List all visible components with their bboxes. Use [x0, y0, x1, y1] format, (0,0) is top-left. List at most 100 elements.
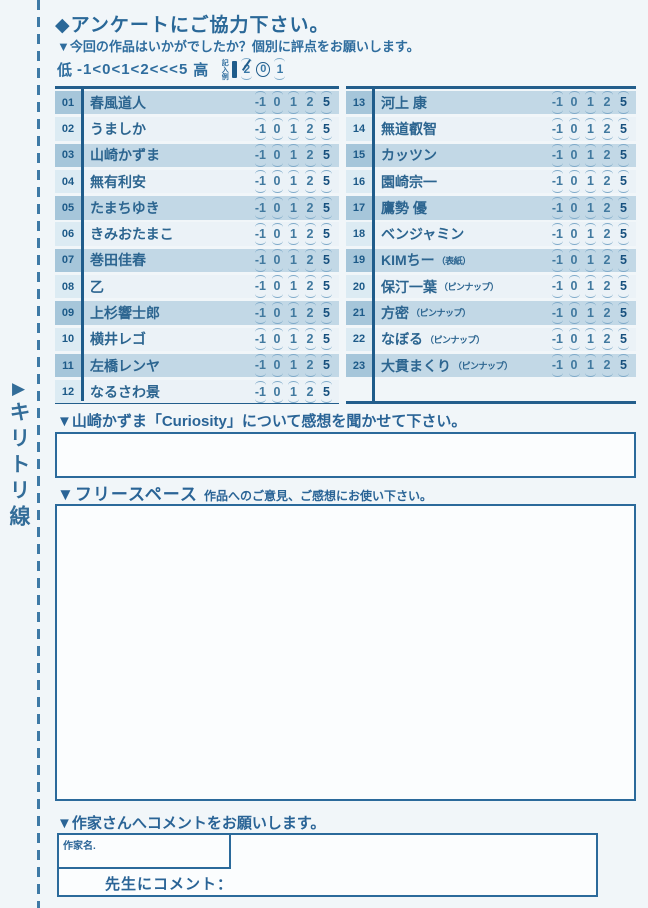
- free-space-box[interactable]: [55, 504, 636, 801]
- rating-option-2[interactable]: 2: [304, 170, 316, 193]
- rating-option-1[interactable]: 1: [585, 327, 596, 351]
- rating-option-1[interactable]: 1: [288, 91, 299, 114]
- rating-option-2[interactable]: 2: [601, 354, 613, 377]
- rating-option-1[interactable]: 1: [288, 222, 299, 246]
- rating-option--1[interactable]: -1: [552, 144, 563, 167]
- rating-option--1[interactable]: -1: [552, 275, 563, 298]
- rating-option--1[interactable]: -1: [255, 301, 266, 325]
- rating-option--1[interactable]: -1: [552, 222, 563, 246]
- rating-option-0[interactable]: 0: [271, 170, 283, 193]
- teacher-comment-field[interactable]: 先生にコメント：: [59, 872, 596, 896]
- rating-option-0[interactable]: 0: [271, 91, 283, 114]
- rating-option--1[interactable]: -1: [552, 117, 563, 141]
- curiosity-feedback-box[interactable]: [55, 432, 636, 478]
- rating-option--1[interactable]: -1: [255, 275, 266, 298]
- rating-option--1[interactable]: -1: [255, 249, 266, 272]
- rating-option-5[interactable]: 5: [321, 249, 332, 272]
- rating-option-0[interactable]: 0: [271, 327, 283, 351]
- rating-option-2[interactable]: 2: [601, 275, 613, 298]
- rating-option-5[interactable]: 5: [618, 196, 629, 220]
- rating-option-2[interactable]: 2: [304, 327, 316, 351]
- rating-option-5[interactable]: 5: [618, 327, 629, 351]
- rating-option-1[interactable]: 1: [585, 249, 596, 272]
- rating-option-1[interactable]: 1: [585, 144, 596, 167]
- rating-option--1[interactable]: -1: [255, 222, 266, 246]
- rating-option-2[interactable]: 2: [601, 144, 613, 167]
- rating-option-5[interactable]: 5: [618, 301, 629, 325]
- rating-option-5[interactable]: 5: [321, 301, 332, 325]
- rating-option--1[interactable]: -1: [552, 170, 563, 193]
- rating-option-0[interactable]: 0: [568, 196, 580, 220]
- rating-option--1[interactable]: -1: [255, 170, 266, 193]
- rating-option-1[interactable]: 1: [288, 170, 299, 193]
- rating-option-1[interactable]: 1: [288, 196, 299, 220]
- rating-option-1[interactable]: 1: [288, 380, 299, 404]
- rating-option--1[interactable]: -1: [255, 144, 266, 167]
- rating-option-0[interactable]: 0: [271, 117, 283, 141]
- rating-option--1[interactable]: -1: [255, 117, 266, 141]
- rating-option-1[interactable]: 1: [585, 275, 596, 298]
- author-name-field[interactable]: 作家名.: [59, 835, 231, 869]
- rating-option-1[interactable]: 1: [288, 249, 299, 272]
- rating-option-0[interactable]: 0: [568, 249, 580, 272]
- rating-option-0[interactable]: 0: [568, 117, 580, 141]
- rating-option-0[interactable]: 0: [271, 380, 283, 404]
- rating-option--1[interactable]: -1: [552, 91, 563, 114]
- rating-option-2[interactable]: 2: [601, 91, 613, 114]
- rating-option--1[interactable]: -1: [255, 91, 266, 114]
- rating-option-5[interactable]: 5: [321, 380, 332, 404]
- rating-option-5[interactable]: 5: [618, 91, 629, 114]
- rating-option-1[interactable]: 1: [585, 170, 596, 193]
- rating-option-5[interactable]: 5: [618, 117, 629, 141]
- rating-option--1[interactable]: -1: [552, 327, 563, 351]
- rating-option-5[interactable]: 5: [321, 327, 332, 351]
- rating-option-0[interactable]: 0: [568, 275, 580, 298]
- rating-option-0[interactable]: 0: [271, 196, 283, 220]
- rating-option--1[interactable]: -1: [255, 354, 266, 377]
- rating-option-0[interactable]: 0: [271, 275, 283, 298]
- rating-option-0[interactable]: 0: [271, 144, 283, 167]
- rating-option-1[interactable]: 1: [585, 354, 596, 377]
- rating-option-1[interactable]: 1: [585, 196, 596, 220]
- rating-option-0[interactable]: 0: [568, 354, 580, 377]
- rating-option-2[interactable]: 2: [601, 170, 613, 193]
- rating-option--1[interactable]: -1: [255, 327, 266, 351]
- rating-option-2[interactable]: 2: [601, 301, 613, 325]
- rating-option--1[interactable]: -1: [552, 354, 563, 377]
- rating-option-5[interactable]: 5: [321, 117, 332, 141]
- rating-option-5[interactable]: 5: [618, 144, 629, 167]
- rating-option-2[interactable]: 2: [304, 196, 316, 220]
- rating-option-1[interactable]: 1: [585, 91, 596, 114]
- rating-option-1[interactable]: 1: [288, 327, 299, 351]
- rating-option-1[interactable]: 1: [585, 222, 596, 246]
- rating-option-1[interactable]: 1: [288, 117, 299, 141]
- rating-option-2[interactable]: 2: [601, 327, 613, 351]
- rating-option-1[interactable]: 1: [585, 117, 596, 141]
- rating-option-0[interactable]: 0: [568, 222, 580, 246]
- rating-option-0[interactable]: 0: [568, 144, 580, 167]
- rating-option-0[interactable]: 0: [271, 222, 283, 246]
- rating-option-5[interactable]: 5: [321, 91, 332, 114]
- rating-option-1[interactable]: 1: [585, 301, 596, 325]
- rating-option-0[interactable]: 0: [271, 301, 283, 325]
- rating-option-2[interactable]: 2: [304, 301, 316, 325]
- rating-option-0[interactable]: 0: [568, 91, 580, 114]
- rating-option--1[interactable]: -1: [552, 249, 563, 272]
- rating-option-0[interactable]: 0: [568, 301, 580, 325]
- rating-option-0[interactable]: 0: [568, 170, 580, 193]
- rating-option-2[interactable]: 2: [304, 222, 316, 246]
- rating-option-5[interactable]: 5: [321, 354, 332, 377]
- rating-option--1[interactable]: -1: [255, 196, 266, 220]
- rating-option-2[interactable]: 2: [304, 91, 316, 114]
- rating-option-5[interactable]: 5: [321, 170, 332, 193]
- rating-option-2[interactable]: 2: [601, 117, 613, 141]
- rating-option-1[interactable]: 1: [288, 275, 299, 298]
- rating-option-5[interactable]: 5: [618, 249, 629, 272]
- rating-option-0[interactable]: 0: [568, 327, 580, 351]
- rating-option-2[interactable]: 2: [304, 144, 316, 167]
- rating-option-2[interactable]: 2: [601, 196, 613, 220]
- rating-option--1[interactable]: -1: [552, 301, 563, 325]
- rating-option-5[interactable]: 5: [618, 170, 629, 193]
- rating-option-2[interactable]: 2: [601, 222, 613, 246]
- rating-option-5[interactable]: 5: [321, 275, 332, 298]
